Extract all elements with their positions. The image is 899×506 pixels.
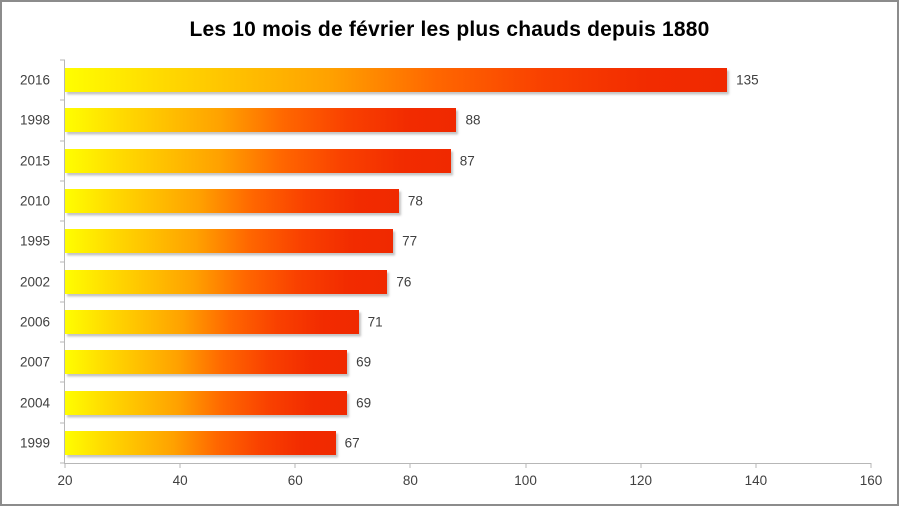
y-tick-mark-6 <box>60 301 65 303</box>
value-label-2002: 76 <box>396 274 412 290</box>
y-tick-mark-4 <box>60 220 65 222</box>
y-tick-mark-0 <box>60 59 65 61</box>
bar-1999 <box>65 430 336 455</box>
x-tick-mark-80 <box>409 463 411 468</box>
bar-row-2016: 2016 135 <box>20 60 871 100</box>
bar-1995 <box>65 229 394 254</box>
bar-row-2015: 2015 87 <box>20 141 871 181</box>
category-label-1998: 1998 <box>19 112 50 128</box>
bar-row-1995: 1995 77 <box>20 221 871 261</box>
bar-2004 <box>65 390 348 415</box>
category-label-2007: 2007 <box>19 354 50 370</box>
bar-row-2010: 2010 78 <box>20 181 871 221</box>
category-label-2006: 2006 <box>19 314 50 330</box>
bar-2015 <box>65 148 451 173</box>
y-tick-mark-8 <box>60 381 65 383</box>
category-label-2015: 2015 <box>19 153 50 169</box>
x-tick-label-60: 60 <box>287 473 303 488</box>
category-label-2016: 2016 <box>19 72 50 88</box>
bar-row-2006: 2006 71 <box>20 302 871 342</box>
bar-row-1999: 1999 67 <box>20 423 871 463</box>
x-tick-mark-40 <box>179 463 181 468</box>
x-tick-label-160: 160 <box>859 473 883 488</box>
x-tick-mark-140 <box>755 463 757 468</box>
category-label-1995: 1995 <box>19 233 50 249</box>
y-tick-mark-3 <box>60 180 65 182</box>
value-label-2007: 69 <box>356 354 372 370</box>
value-label-1999: 67 <box>344 435 360 451</box>
bar-row-2002: 2002 76 <box>20 262 871 302</box>
x-tick-mark-60 <box>294 463 296 468</box>
x-tick-label-100: 100 <box>514 473 537 488</box>
category-label-2004: 2004 <box>19 395 50 411</box>
bar-row-1998: 1998 88 <box>20 100 871 140</box>
chart-title: Les 10 mois de février les plus chauds d… <box>189 18 710 41</box>
bar-2002 <box>65 269 388 294</box>
y-tick-mark-9 <box>60 422 65 424</box>
value-label-2016: 135 <box>736 72 759 88</box>
x-tick-label-80: 80 <box>402 473 418 488</box>
y-tick-mark-1 <box>60 99 65 101</box>
x-tick-label-20: 20 <box>57 473 73 488</box>
x-tick-mark-160 <box>870 463 872 468</box>
category-label-1999: 1999 <box>19 435 50 451</box>
value-label-1995: 77 <box>402 233 418 249</box>
x-tick-mark-100 <box>525 463 527 468</box>
bar-2007 <box>65 350 348 375</box>
value-label-2010: 78 <box>407 193 423 209</box>
category-label-2002: 2002 <box>19 274 50 290</box>
bar-2010 <box>65 189 399 214</box>
bar-2006 <box>65 309 359 334</box>
category-label-2010: 2010 <box>19 193 50 209</box>
value-label-2015: 87 <box>459 153 475 169</box>
bar-1998 <box>65 108 457 133</box>
x-tick-label-40: 40 <box>172 473 188 488</box>
x-tick-label-140: 140 <box>744 473 768 488</box>
y-tick-mark-5 <box>60 261 65 262</box>
plot-area: 2016 135 1998 88 2015 87 2010 78 1995 77 2002 76 200… <box>20 59 882 488</box>
x-tick-label-120: 120 <box>629 473 652 488</box>
y-tick-mark-10 <box>60 462 65 464</box>
value-label-1998: 88 <box>465 112 481 128</box>
y-tick-mark-7 <box>60 341 65 343</box>
value-label-2004: 69 <box>356 395 372 411</box>
x-tick-mark-20 <box>64 463 66 468</box>
x-tick-mark-120 <box>640 463 642 468</box>
value-label-2006: 71 <box>367 314 383 330</box>
bar-row-2007: 2007 69 <box>20 342 871 382</box>
y-tick-mark-2 <box>60 140 65 142</box>
bar-row-2004: 2004 69 <box>20 382 871 422</box>
bar-2016 <box>65 68 728 93</box>
